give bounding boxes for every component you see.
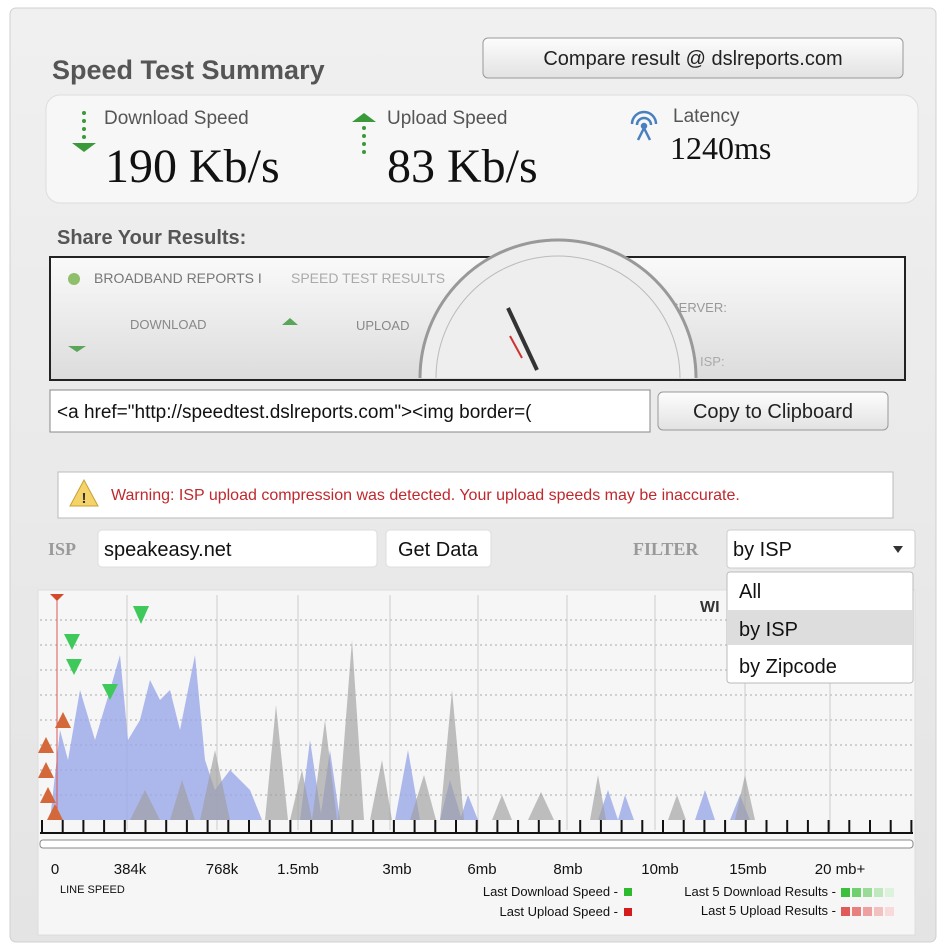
filter-label: FILTER	[633, 539, 699, 559]
legend-swatch	[841, 907, 850, 916]
x-label: 6mb	[467, 861, 496, 878]
x-label: 20 mb+	[815, 861, 866, 878]
legend-swatch	[852, 907, 861, 916]
filter-option[interactable]: by Zipcode	[739, 656, 837, 678]
axis-bar	[40, 840, 913, 848]
legend-swatch	[863, 888, 872, 897]
latency-value: 1240ms	[670, 130, 771, 166]
banner-download: DOWNLOAD	[130, 317, 207, 332]
page: {"header": {"title": "Speed Test Summary…	[0, 0, 947, 947]
x-title: LINE SPEED	[60, 884, 125, 896]
legend-swatch	[841, 888, 850, 897]
upload-value: 83 Kb/s	[387, 140, 538, 193]
warning-text: Warning: ISP upload compression was dete…	[111, 487, 740, 504]
x-label: 768k	[206, 861, 239, 878]
x-label: 3mb	[382, 861, 411, 878]
latency-label: Latency	[673, 106, 740, 127]
isp-label: ISP	[48, 539, 76, 559]
x-label: 8mb	[553, 861, 582, 878]
legend-swatch	[885, 907, 894, 916]
legend-last5-download: Last 5 Download Results -	[684, 884, 836, 899]
title: Speed Test Summary	[52, 55, 325, 85]
legend-last-download: Last Download Speed -	[483, 884, 618, 899]
share-title: Share Your Results:	[57, 227, 246, 249]
x-label: 1.5mb	[277, 861, 319, 878]
filter-option[interactable]: All	[739, 581, 761, 603]
legend-last5-upload: Last 5 Upload Results -	[701, 903, 836, 918]
x-label: 15mb	[729, 861, 767, 878]
legend-swatch	[863, 907, 872, 916]
banner-isp: ISP:	[700, 354, 725, 369]
graph-partial-label: WI	[700, 599, 720, 616]
banner-dot	[68, 273, 80, 285]
banner-brand: BROADBAND REPORTS I	[94, 270, 262, 286]
download-value: 190 Kb/s	[105, 140, 280, 193]
legend-swatch	[624, 888, 632, 896]
x-label: 384k	[114, 861, 147, 878]
get-data-label[interactable]: Get Data	[398, 539, 479, 561]
legend-last-upload: Last Upload Speed -	[499, 904, 618, 919]
legend-swatch	[885, 888, 894, 897]
x-label: 10mb	[641, 861, 679, 878]
x-label: 0	[51, 861, 59, 878]
legend-swatch	[852, 888, 861, 897]
upload-label: Upload Speed	[387, 108, 507, 129]
copy-button-label[interactable]: Copy to Clipboard	[693, 401, 853, 423]
download-label: Download Speed	[104, 108, 249, 129]
legend-swatch	[874, 907, 883, 916]
compare-button-label[interactable]: Compare result @ dslreports.com	[543, 48, 842, 70]
svg-text:!: !	[82, 490, 87, 507]
legend-swatch	[624, 908, 632, 916]
screen: Speed Test Summary Compare result @ dslr…	[0, 0, 947, 947]
isp-value[interactable]: speakeasy.net	[104, 539, 232, 561]
banner-subtitle: SPEED TEST RESULTS	[291, 270, 445, 286]
embed-code[interactable]: <a href="http://speedtest.dslreports.com…	[57, 402, 532, 423]
filter-selected[interactable]: by ISP	[733, 539, 792, 561]
legend-swatch	[874, 888, 883, 897]
banner-upload: UPLOAD	[356, 318, 409, 333]
filter-option[interactable]: by ISP	[739, 619, 798, 641]
